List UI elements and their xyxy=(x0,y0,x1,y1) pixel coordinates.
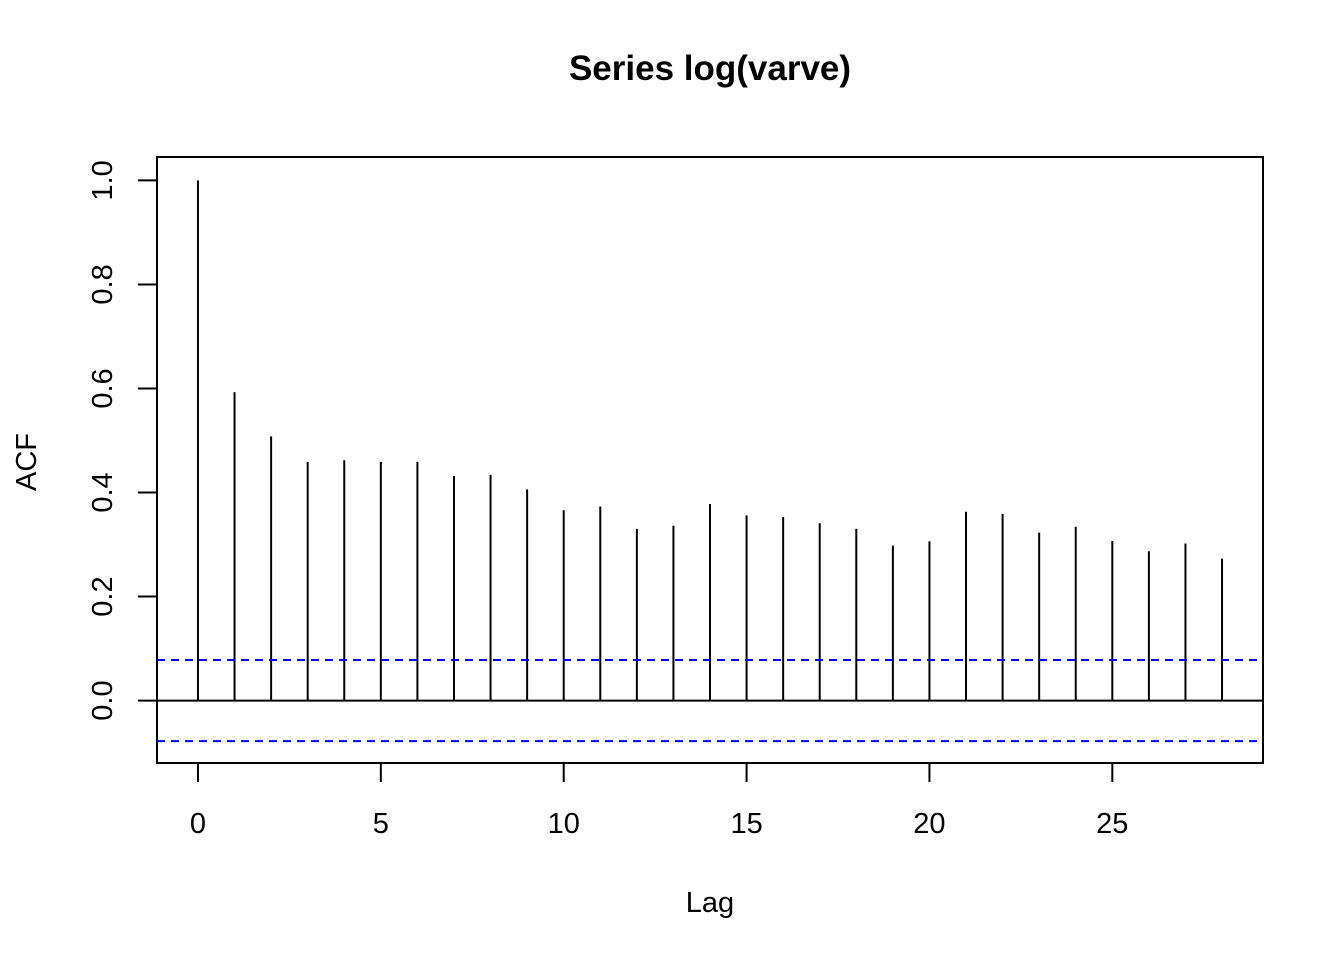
y-tick-label: 0.4 xyxy=(87,472,119,512)
y-tick-label: 1.0 xyxy=(87,160,119,200)
x-tick-label: 5 xyxy=(373,808,389,840)
plot-frame xyxy=(156,156,1264,764)
x-axis-label: Lag xyxy=(686,887,734,919)
x-tick-label: 25 xyxy=(1096,808,1128,840)
x-tick-label: 15 xyxy=(730,808,762,840)
y-tick-label: 0.6 xyxy=(87,368,119,408)
x-tick-label: 10 xyxy=(548,808,580,840)
x-tick-label: 0 xyxy=(190,808,206,840)
y-axis: 0.0 0.2 0.4 0.6 0.8 1.0 xyxy=(87,160,157,721)
y-tick-label: 0.2 xyxy=(87,576,119,616)
y-tick-label: 0.8 xyxy=(87,264,119,304)
reference-lines xyxy=(157,659,1263,743)
y-tick-label: 0.0 xyxy=(87,680,119,720)
plot-frame-box xyxy=(156,156,1264,764)
y-axis-label: ACF xyxy=(11,433,43,491)
x-tick-label: 20 xyxy=(913,808,945,840)
chart-title: Series log(varve) xyxy=(569,49,851,88)
x-axis: 0 5 10 15 20 25 xyxy=(190,763,1128,840)
acf-bars xyxy=(196,180,1224,701)
